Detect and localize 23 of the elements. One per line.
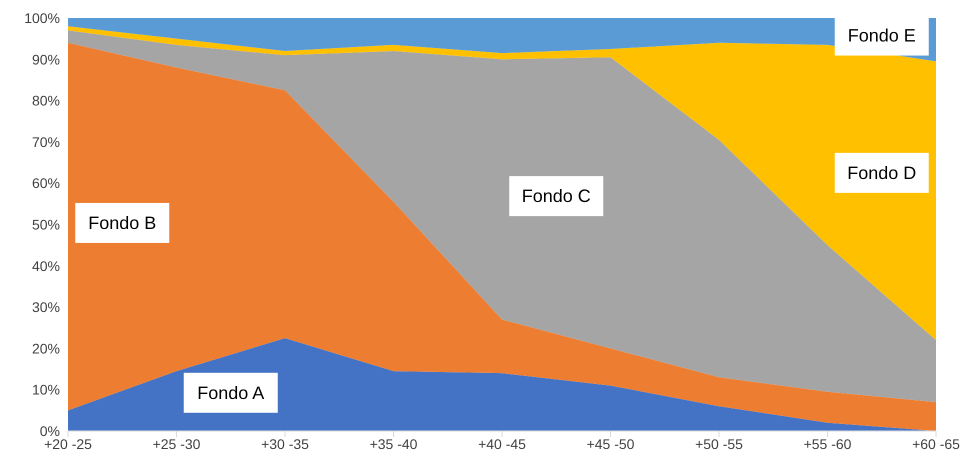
x-tick-label: +60 -65	[912, 436, 960, 452]
y-tick-label: 100%	[24, 10, 60, 26]
x-tick-label: +55 -60	[804, 436, 852, 452]
series-label: Fondo E	[848, 26, 916, 46]
y-tick-label: 30%	[32, 299, 60, 316]
series-label: Fondo C	[522, 186, 591, 206]
series-label: Fondo B	[88, 212, 156, 233]
y-tick-label: 70%	[32, 134, 60, 150]
x-tick-label: +50 -55	[695, 436, 744, 452]
x-tick-label: +30 -35	[261, 436, 310, 452]
y-tick-label: 40%	[32, 258, 60, 274]
series-label: Fondo A	[197, 382, 264, 403]
x-tick-label: +45 -50	[586, 436, 635, 452]
x-tick-label: +40 -45	[478, 436, 526, 452]
y-tick-label: 80%	[32, 92, 60, 109]
y-tick-label: 60%	[32, 175, 60, 192]
y-tick-label: 90%	[32, 51, 60, 68]
x-tick-label: +25 -30	[152, 436, 201, 452]
y-tick-label: 50%	[32, 216, 60, 232]
y-tick-label: 20%	[32, 340, 60, 356]
x-tick-label: +35 -40	[370, 436, 418, 452]
series-label: Fondo D	[847, 162, 916, 183]
y-tick-label: 10%	[32, 382, 60, 398]
